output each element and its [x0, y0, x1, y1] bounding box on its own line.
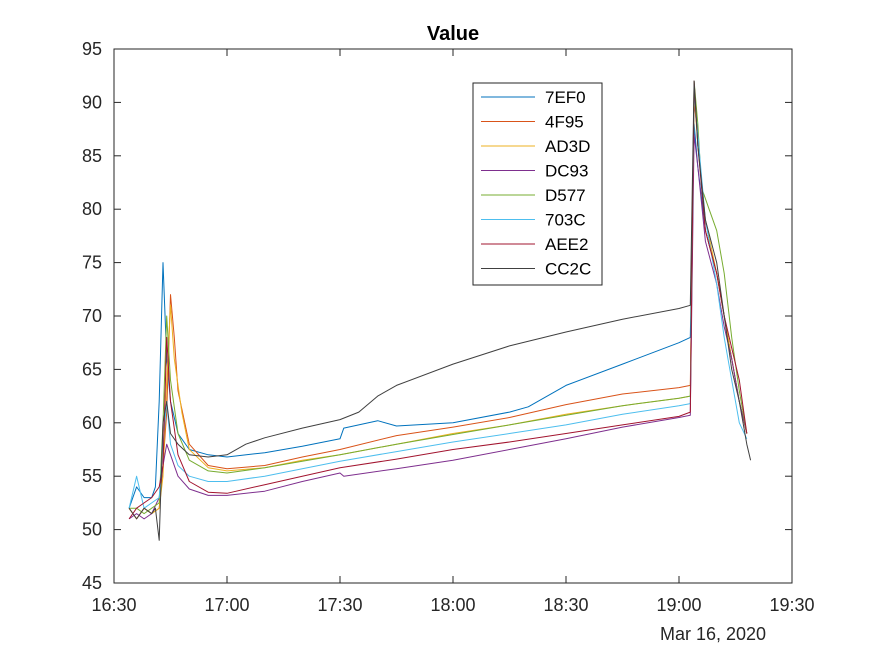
- series-line-703c: [128, 91, 748, 509]
- y-tick-label: 65: [82, 359, 102, 379]
- series-line-7ef0: [128, 123, 748, 509]
- y-tick-label: 70: [82, 306, 102, 326]
- y-tick-label: 85: [82, 146, 102, 166]
- y-tick-label: 75: [82, 253, 102, 273]
- x-tick-label: 19:30: [769, 595, 814, 615]
- legend-label: CC2C: [545, 260, 591, 279]
- series-line-aee2: [128, 80, 748, 520]
- x-tick-label: 18:30: [543, 595, 588, 615]
- legend-box: [472, 82, 603, 286]
- y-tick-label: 45: [82, 573, 102, 593]
- series-line-cc2c: [128, 80, 752, 541]
- series-line-ad3d: [128, 91, 748, 520]
- legend-label: AD3D: [545, 137, 590, 156]
- legend-label: 703C: [545, 211, 586, 230]
- x-tick-label: 17:00: [204, 595, 249, 615]
- y-tick-label: 50: [82, 520, 102, 540]
- y-tick-label: 80: [82, 199, 102, 219]
- axis-layer: 45 50 55 60 65 70 75 80 85 90 95 16:30 17:00 17:30 18:…: [82, 39, 815, 615]
- y-tick-label: 90: [82, 92, 102, 112]
- legend-label: 7EF0: [545, 88, 586, 107]
- x-tick-label: 16:30: [91, 595, 136, 615]
- legend-label: AEE2: [545, 235, 588, 254]
- legend-label: 4F95: [545, 113, 584, 132]
- legend-label: D577: [545, 186, 586, 205]
- legend: 7EF0 4F95 AD3D DC93 D577 703C AEE2 CC2C: [472, 82, 603, 286]
- x-tick-label: 17:30: [317, 595, 362, 615]
- series-line-d577: [129, 80, 748, 515]
- chart-title: Value: [427, 23, 479, 45]
- y-tick-label: 95: [82, 39, 102, 59]
- x-tick-label: 18:00: [430, 595, 475, 615]
- x-tick-label: 19:00: [656, 595, 701, 615]
- y-tick-label: 55: [82, 466, 102, 486]
- legend-label: DC93: [545, 162, 588, 181]
- y-tick-label: 60: [82, 413, 102, 433]
- series-line-dc93: [128, 133, 748, 520]
- x-axis-date-label: Mar 16, 2020: [660, 624, 766, 644]
- series-layer: [128, 80, 752, 541]
